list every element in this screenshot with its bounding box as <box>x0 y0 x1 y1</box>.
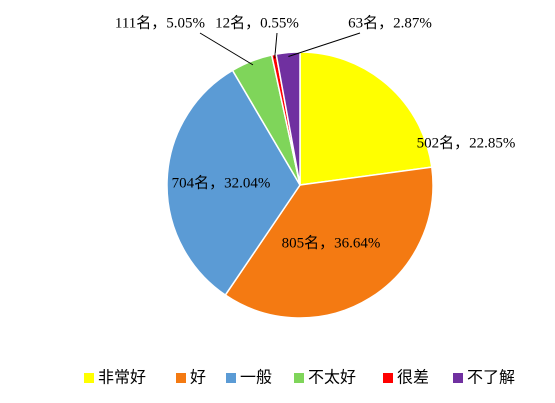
legend-swatch <box>294 373 304 383</box>
legend: 非常好 好 一般 不太好 很差 不了解 <box>84 368 515 387</box>
data-label: 704名，32.04% <box>172 174 271 191</box>
data-label: 63名，2.87% <box>348 14 432 31</box>
data-label: 805名，36.64% <box>282 234 381 251</box>
legend-label: 一般 <box>240 368 272 387</box>
data-label: 111名，5.05% <box>115 14 205 31</box>
legend-swatch <box>226 373 236 383</box>
leader-line <box>288 32 361 57</box>
pie-slice <box>275 51 301 186</box>
legend-label: 非常好 <box>98 368 146 387</box>
legend-swatch <box>453 373 463 383</box>
pie-slice <box>224 166 434 319</box>
legend-label: 很差 <box>397 368 429 387</box>
legend-label: 不了解 <box>467 368 515 387</box>
pie-slice <box>299 51 433 186</box>
pie-slice <box>166 69 301 297</box>
legend-label: 不太好 <box>308 368 356 387</box>
leader-line <box>274 32 278 59</box>
legend-swatch <box>84 373 94 383</box>
legend-label: 好 <box>190 368 206 387</box>
legend-swatch <box>383 373 393 383</box>
data-label: 12名，0.55% <box>215 14 299 31</box>
legend-swatch <box>176 373 186 383</box>
leader-line <box>199 32 254 66</box>
data-label: 502名，22.85% <box>417 134 516 151</box>
